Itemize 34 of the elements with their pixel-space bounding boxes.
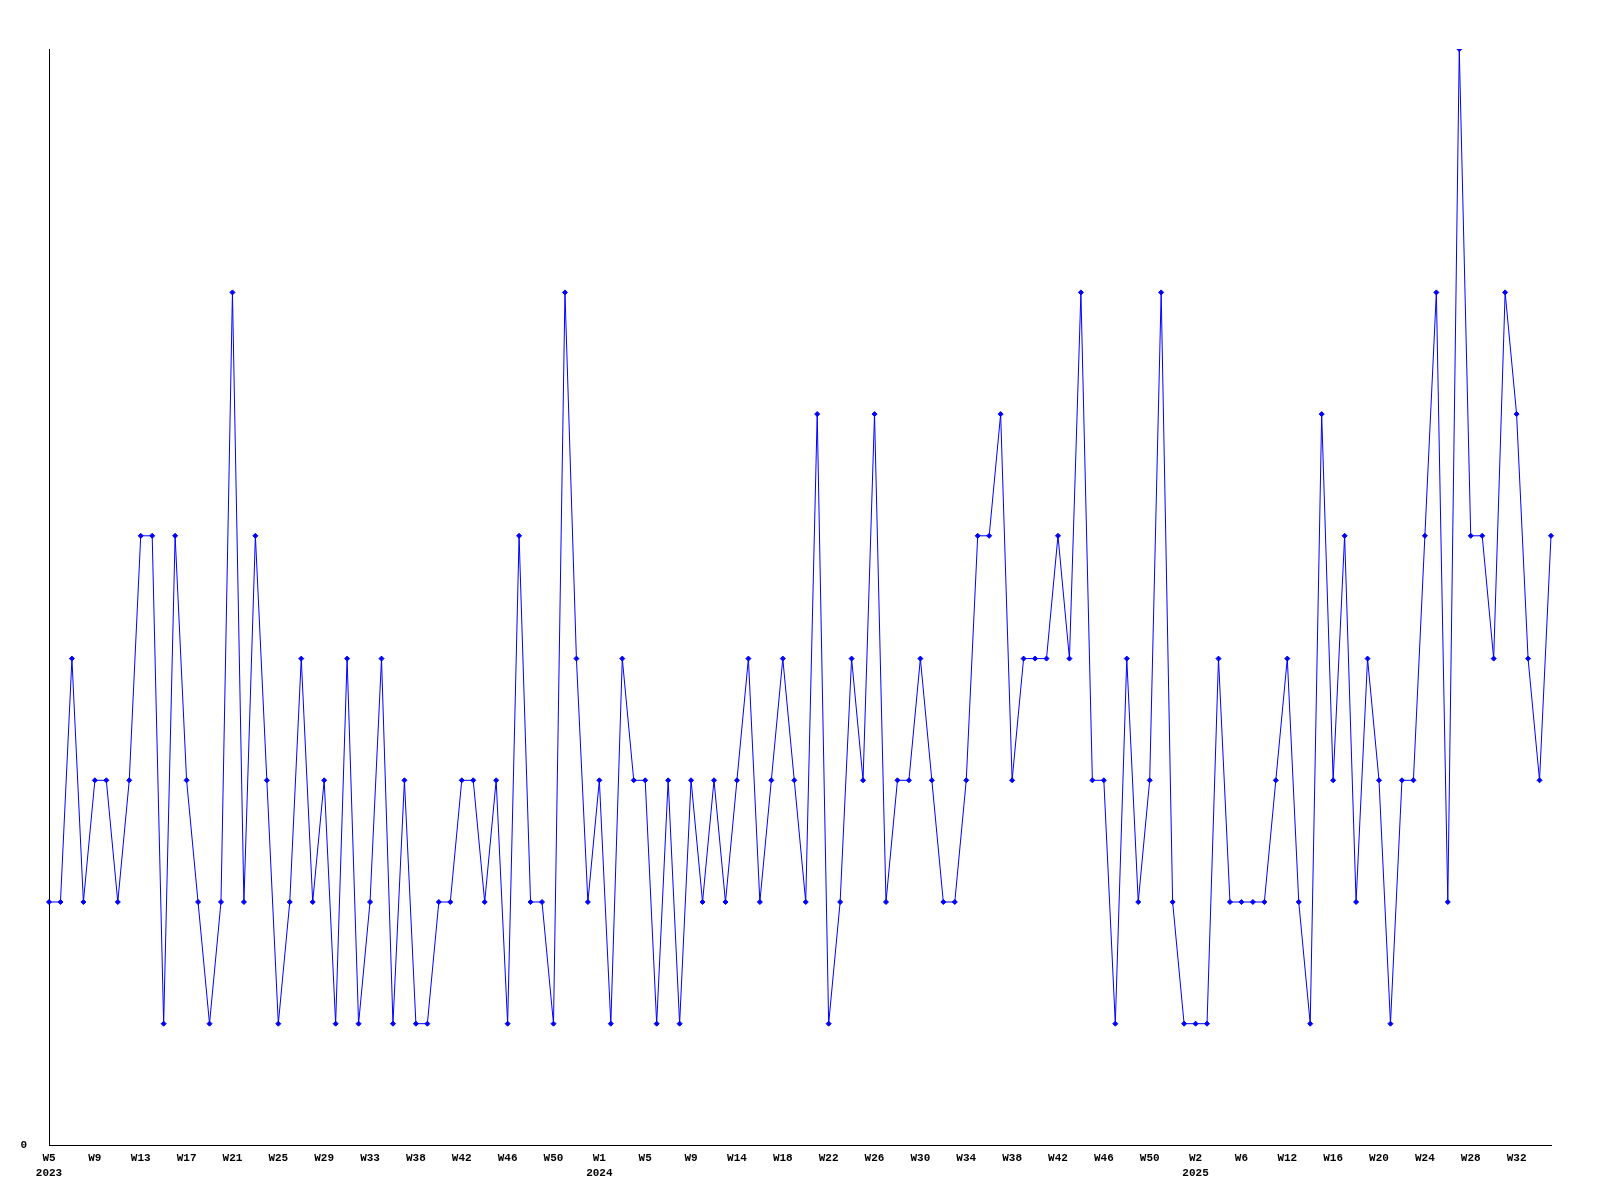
x-tick-label: W38 [1002,1152,1023,1165]
x-tick-label: W46 [1093,1152,1114,1165]
x-tick-label: W22 [818,1152,839,1165]
x-tick-label: W30 [910,1152,931,1165]
x-tick-label: W18 [772,1152,794,1165]
x-tick-label: W2 2025 [1182,1152,1210,1179]
x-tick-label: W46 [497,1152,518,1165]
x-tick-label: W12 [1277,1152,1298,1165]
x-tick-label: W1 2024 [586,1152,613,1179]
x-tick-label: W17 [176,1152,197,1165]
x-tick-label: W26 [864,1152,885,1165]
x-tick-label: W20 [1369,1152,1389,1165]
x-tick-label: W34 [956,1152,977,1165]
x-tick-label: W50 [1139,1152,1160,1165]
x-tick-label: W6 [1234,1152,1249,1165]
x-tick-label: W29 [314,1152,335,1165]
x-tick-label: W38 [405,1152,427,1165]
x-tick-label: W13 [130,1152,152,1165]
x-tick-label: W50 [543,1152,564,1165]
x-tick-label: W16 [1323,1152,1344,1165]
x-tick-label: W42 [1048,1152,1068,1165]
x-tick-label: W5 [638,1152,653,1165]
x-tick-label: W28 [1460,1152,1482,1165]
x-tick-label: W25 [268,1152,289,1165]
text: 0 [20,1139,27,1152]
x-tick-label: W21 [222,1152,243,1165]
x-tick-label: W32 [1506,1152,1527,1165]
x-tick-label: W24 [1414,1152,1436,1165]
x-tick-label: W42 [451,1152,472,1165]
x-tick-label: W9 [88,1152,102,1165]
x-tick-label: W5 2023 [35,1152,63,1179]
x-tick-label: W14 [727,1152,748,1165]
x-tick-label: W33 [360,1152,381,1165]
x-tick-label: W9 [684,1152,698,1165]
